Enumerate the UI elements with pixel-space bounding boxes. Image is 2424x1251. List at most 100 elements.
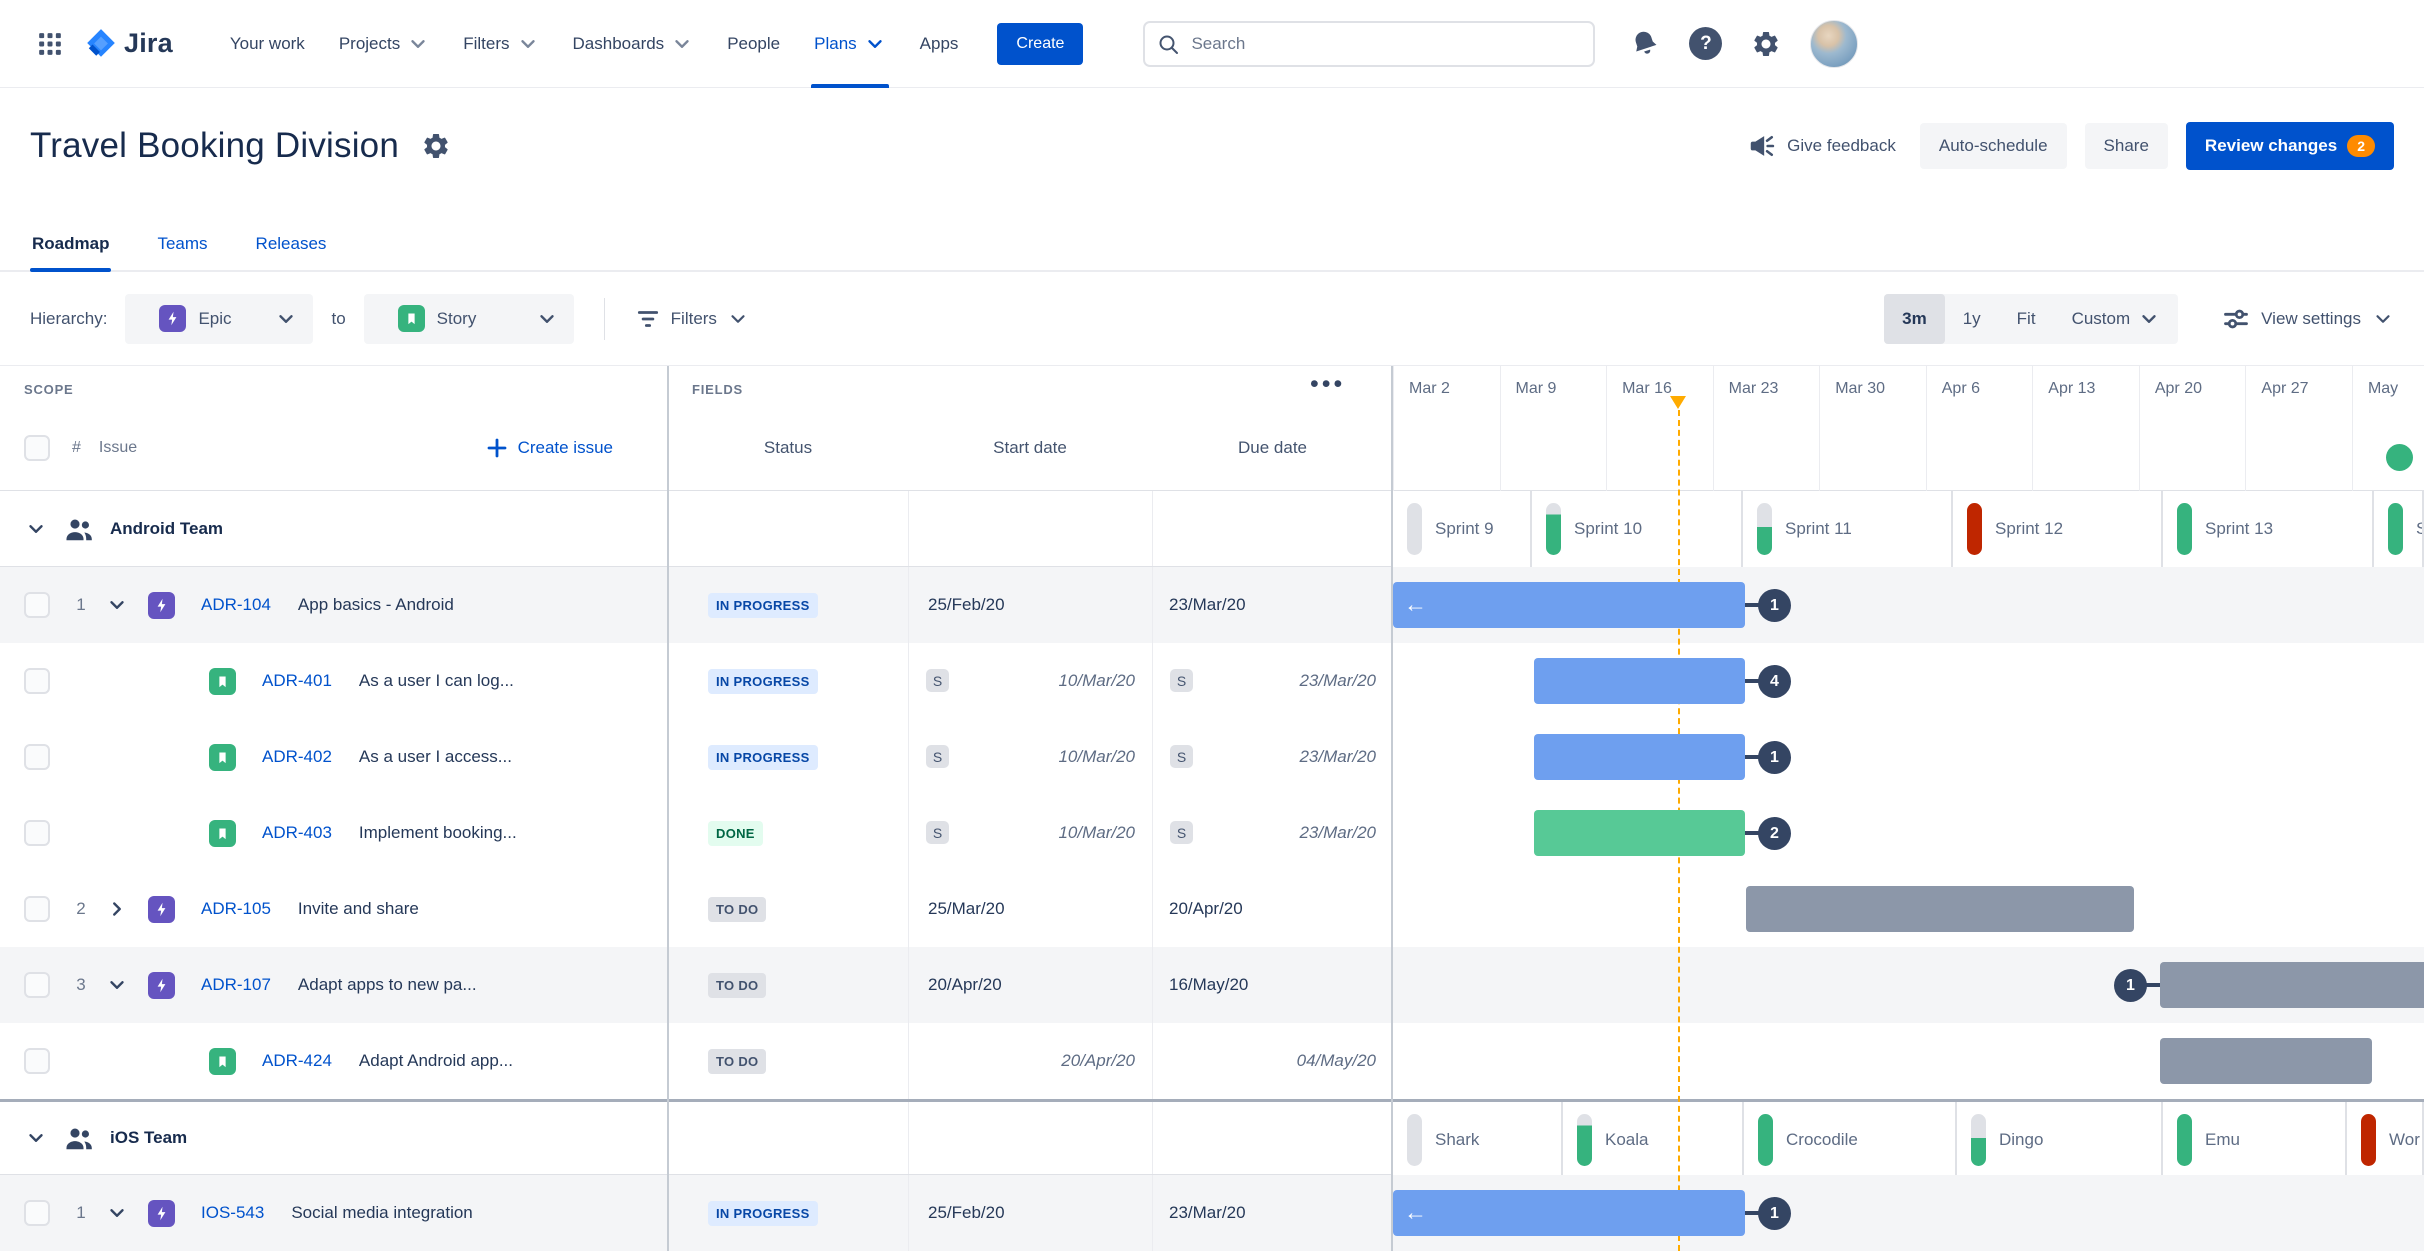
view-settings-button[interactable]: View settings [2222,305,2394,333]
status-cell[interactable]: DONE [668,795,908,871]
gantt-bar[interactable]: ← [1393,1190,1745,1236]
gantt-bar[interactable] [1534,734,1745,780]
notifications-bell-icon[interactable] [1627,26,1663,62]
auto-schedule-button[interactable]: Auto-schedule [1919,123,2067,169]
issue-key-link[interactable]: IOS-543 [201,1203,265,1222]
row-checkbox[interactable] [24,744,50,770]
sprint-cell[interactable]: Wor [2347,1102,2424,1178]
row-checkbox[interactable] [24,592,50,618]
row-checkbox[interactable] [24,1200,50,1226]
nav-item-plans[interactable]: Plans [797,0,903,88]
issue-key-link[interactable]: ADR-107 [201,975,271,994]
sprint-cell[interactable]: Emu [2163,1102,2347,1178]
due-date-cell[interactable]: 23/Mar/20 [1152,567,1393,643]
hidden-issues-badge[interactable]: 1 [2114,969,2147,1002]
issue-key-link[interactable]: ADR-403 [262,823,332,842]
search-input[interactable] [1143,20,1596,67]
row-checkbox[interactable] [24,668,50,694]
sprint-cell[interactable]: Spr [2374,491,2424,567]
issue-key-link[interactable]: ADR-424 [262,1051,332,1070]
gantt-bar[interactable]: ← [1393,582,1745,628]
issue-key-link[interactable]: ADR-104 [201,595,271,614]
hidden-issues-badge[interactable]: 1 [1758,1197,1791,1230]
sprint-cell[interactable]: Sprint 11 [1743,491,1953,567]
scope-fields-divider[interactable] [667,366,669,1251]
start-date-cell[interactable]: S 10/Mar/20 [908,795,1152,871]
due-date-cell[interactable]: 20/Apr/20 [1152,871,1393,947]
row-checkbox[interactable] [24,972,50,998]
nav-item-projects[interactable]: Projects [322,0,446,88]
issue-key-link[interactable]: ADR-401 [262,671,332,690]
sprint-cell[interactable]: Sprint 13 [2163,491,2374,567]
create-issue-button[interactable]: Create issue [485,436,613,460]
nav-item-apps[interactable]: Apps [919,33,959,53]
sprint-cell[interactable]: Crocodile [1744,1102,1957,1178]
sprint-cell[interactable]: Koala [1563,1102,1744,1178]
status-cell[interactable]: TO DO [668,947,908,1023]
sprint-cell[interactable]: Sprint 12 [1953,491,2163,567]
row-checkbox[interactable] [24,1048,50,1074]
timeframe-1y[interactable]: 1y [1962,308,1981,328]
fields-timeline-divider[interactable] [1391,366,1393,1251]
timeframe-custom[interactable]: Custom [2054,294,2179,344]
hierarchy-to-dropdown[interactable]: Story [363,293,574,344]
release-marker-icon[interactable] [2386,444,2413,471]
settings-gear-icon[interactable] [1748,26,1784,62]
help-icon[interactable]: ? [1689,27,1723,60]
user-avatar[interactable] [1810,19,1859,68]
select-all-checkbox[interactable] [24,435,50,461]
gantt-bar[interactable] [1534,658,1745,704]
filters-button[interactable]: Filters [635,306,749,332]
nav-item-filters[interactable]: Filters [446,0,555,88]
share-button[interactable]: Share [2084,123,2168,169]
create-button[interactable]: Create [997,22,1084,65]
status-cell[interactable]: TO DO [668,1023,908,1099]
start-date-cell[interactable]: 20/Apr/20 [908,947,1152,1023]
status-cell[interactable]: IN PROGRESS [668,1175,908,1251]
due-date-cell[interactable]: S 23/Mar/20 [1152,795,1393,871]
hidden-issues-badge[interactable]: 1 [1758,741,1791,774]
start-date-cell[interactable]: 25/Mar/20 [908,871,1152,947]
hierarchy-from-dropdown[interactable]: Epic [125,293,314,344]
nav-item-dashboards[interactable]: Dashboards [556,0,711,88]
due-date-cell[interactable]: S 23/Mar/20 [1152,719,1393,795]
gantt-bar[interactable] [1534,810,1745,856]
review-changes-button[interactable]: Review changes 2 [2185,122,2394,170]
tab-teams[interactable]: Teams [157,234,208,253]
timeframe-3m[interactable]: 3m [1884,293,1945,344]
status-cell[interactable]: IN PROGRESS [668,567,908,643]
tab-releases[interactable]: Releases [255,234,327,253]
sprint-cell[interactable]: Shark [1393,1102,1563,1178]
issue-key-link[interactable]: ADR-105 [201,899,271,918]
status-cell[interactable]: IN PROGRESS [668,643,908,719]
tab-roadmap[interactable]: Roadmap [30,222,112,272]
start-date-cell[interactable]: 20/Apr/20 [908,1023,1152,1099]
app-switcher-icon[interactable] [30,24,70,64]
hidden-issues-badge[interactable]: 1 [1758,589,1791,622]
timeframe-fit[interactable]: Fit [2016,308,2036,328]
gantt-bar[interactable] [2160,962,2424,1008]
status-cell[interactable]: TO DO [668,871,908,947]
row-checkbox[interactable] [24,820,50,846]
status-cell[interactable]: IN PROGRESS [668,719,908,795]
sprint-cell[interactable]: Sprint 9 [1393,491,1532,567]
sprint-cell[interactable]: Dingo [1957,1102,2163,1178]
due-date-cell[interactable]: 16/May/20 [1152,947,1393,1023]
hidden-issues-badge[interactable]: 4 [1758,665,1791,698]
give-feedback-button[interactable]: Give feedback [1743,122,1902,170]
start-date-cell[interactable]: S 10/Mar/20 [908,719,1152,795]
start-date-cell[interactable]: 25/Feb/20 [908,567,1152,643]
nav-item-people[interactable]: People [727,33,781,53]
plan-settings-gear-icon[interactable] [421,131,451,161]
hidden-issues-badge[interactable]: 2 [1758,817,1791,850]
issue-key-link[interactable]: ADR-402 [262,747,332,766]
due-date-cell[interactable]: S 23/Mar/20 [1152,643,1393,719]
due-date-cell[interactable]: 04/May/20 [1152,1023,1393,1099]
due-date-cell[interactable]: 23/Mar/20 [1152,1175,1393,1251]
row-checkbox[interactable] [24,896,50,922]
sprint-cell[interactable]: Sprint 10 [1532,491,1743,567]
gantt-bar[interactable] [1746,886,2134,932]
start-date-cell[interactable]: 25/Feb/20 [908,1175,1152,1251]
gantt-bar[interactable] [2160,1038,2372,1084]
jira-logo[interactable]: Jira [84,27,173,61]
